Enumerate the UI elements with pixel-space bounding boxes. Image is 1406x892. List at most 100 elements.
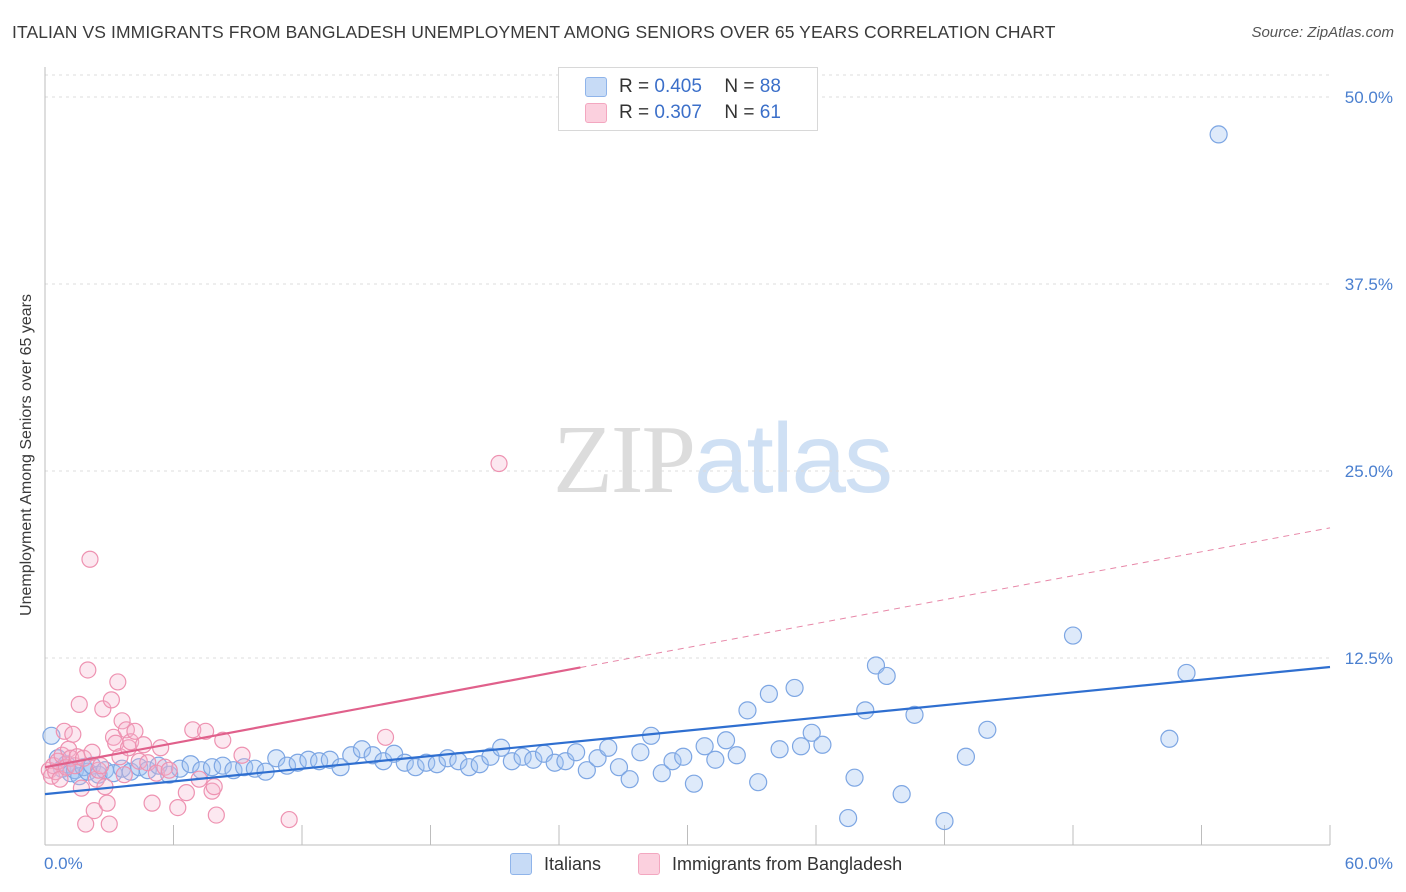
bangladesh-point [490, 454, 508, 473]
italians-point [1209, 125, 1228, 144]
italians-point [459, 758, 479, 777]
italians-point [170, 759, 190, 778]
italians-point [524, 750, 543, 769]
bangladesh-point [130, 752, 148, 770]
italians-point [631, 743, 650, 762]
bangladesh-point [203, 782, 221, 800]
italians-point [956, 747, 976, 766]
bangladesh-trend-line-extension [580, 527, 1331, 668]
italians-point [716, 731, 736, 750]
italians-point [577, 761, 596, 780]
bottom-legend-label-bangladesh: Immigrants from Bangladesh [672, 853, 903, 874]
italians-point [1177, 663, 1196, 683]
italians-point [567, 743, 586, 762]
italians-point [663, 752, 682, 771]
bangladesh-point [169, 798, 187, 817]
italians-point [770, 740, 789, 759]
legend-n-label: N = [724, 102, 755, 123]
legend-n-label: N = [724, 76, 755, 97]
italians-point [759, 684, 778, 704]
italians-point [845, 768, 864, 787]
bangladesh-point [109, 673, 127, 691]
bangladesh-point [83, 743, 101, 761]
italians-point [502, 752, 521, 771]
italians-point [727, 746, 746, 765]
italians-point [839, 808, 858, 828]
italians-trend-line [44, 665, 1331, 796]
italians-point [267, 749, 286, 768]
bangladesh-point [107, 734, 125, 752]
italians-point [320, 750, 339, 769]
italians-point [738, 701, 757, 720]
watermark: ZIPatlas [553, 402, 893, 516]
bangladesh-point [70, 695, 88, 713]
bottom-legend-label-italians: Italians [544, 853, 602, 874]
italians-point [652, 764, 671, 783]
legend-row-bangladesh: R = 0.307 N = 61 [585, 100, 781, 126]
italians-point [620, 770, 639, 789]
legend-r-label: R = [619, 76, 650, 97]
legend-swatch-bangladesh [585, 103, 607, 123]
bangladesh-point [77, 815, 95, 833]
bangladesh-point [85, 801, 103, 820]
italians-point [978, 720, 997, 739]
bangladesh-point [126, 722, 144, 740]
bangladesh-point [214, 731, 232, 749]
bangladesh-point [160, 761, 178, 779]
y-axis-label: Unemployment Among Seniors over 65 years [18, 294, 35, 616]
italians-point [331, 758, 350, 777]
legend-r-value-bangladesh: 0.307 [654, 102, 702, 123]
italians-point [684, 774, 704, 793]
italians-point [213, 756, 232, 775]
bottom-legend-swatch-bangladesh [638, 853, 660, 875]
legend-swatch-italians [585, 77, 607, 97]
bangladesh-point [122, 733, 140, 751]
italians-point [363, 746, 382, 765]
italians-point [288, 753, 307, 772]
italians-point [749, 773, 768, 792]
legend-r-label: R = [619, 102, 650, 123]
italians-point [42, 726, 61, 745]
italians-point [785, 678, 804, 698]
source-label: Source: ZipAtlas.com [1251, 24, 1394, 41]
italians-point [813, 735, 832, 754]
bangladesh-point [147, 764, 165, 782]
bangladesh-point [205, 778, 223, 796]
legend-row-italians: R = 0.405 N = 88 [585, 74, 781, 100]
bangladesh-point [102, 691, 120, 709]
bangladesh-point [233, 746, 251, 764]
bangladesh-point [113, 712, 131, 730]
italians-point [609, 758, 629, 777]
bangladesh-point [177, 784, 195, 802]
legend-n-value-italians: 88 [759, 76, 781, 97]
italians-point [695, 737, 714, 756]
bangladesh-point [197, 722, 215, 740]
bangladesh-point [143, 794, 161, 812]
x-tick-label: 0.0% [44, 854, 83, 873]
italians-point [905, 705, 924, 724]
italians-point [877, 666, 896, 686]
bangladesh-point [94, 700, 112, 718]
italians-point [706, 750, 725, 769]
italians-point [856, 701, 875, 720]
bangladesh-point [376, 728, 395, 746]
bangladesh-point [207, 806, 225, 824]
italians-point [513, 747, 532, 766]
bangladesh-point [280, 810, 298, 829]
legend-n-value-bangladesh: 61 [759, 102, 781, 123]
italians-point [791, 737, 811, 756]
bangladesh-trend-line [44, 666, 581, 769]
bottom-legend-swatch-italians [510, 853, 532, 875]
bangladesh-point [98, 794, 116, 812]
italians-point [802, 723, 821, 742]
italians-point [1063, 626, 1083, 645]
italians-point [599, 738, 618, 757]
y-tick-label: 37.5% [1345, 275, 1393, 294]
y-tick-label: 12.5% [1345, 649, 1393, 668]
bangladesh-point [184, 721, 202, 739]
watermark-zip: ZIP [553, 406, 696, 514]
italians-point [892, 785, 911, 804]
x-tick-label: 60.0% [1345, 854, 1393, 873]
bangladesh-point [79, 661, 97, 679]
